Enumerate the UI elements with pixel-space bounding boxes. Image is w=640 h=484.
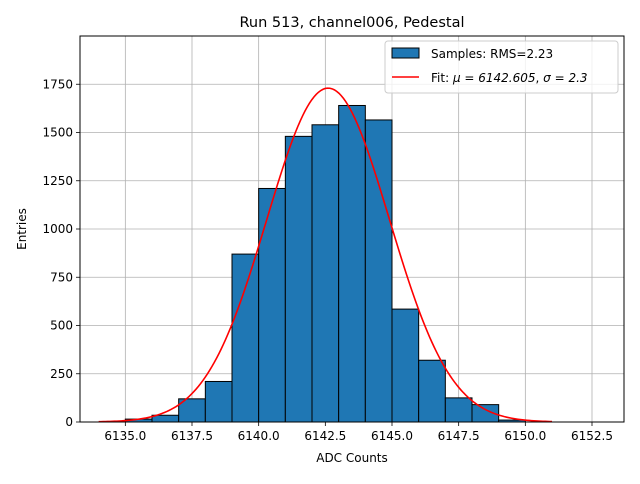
legend-box — [384, 40, 619, 94]
x-tick: 6142.5 — [304, 422, 346, 443]
histogram-bar — [284, 135, 313, 423]
legend-fit-prefix: Fit: — [431, 71, 453, 85]
legend-label-fit: Fit: μ = 6142.605, σ = 2.3 — [431, 71, 588, 85]
chart-title: Run 513, channel006, Pedestal — [239, 15, 464, 31]
y-tick: 750 — [50, 270, 80, 284]
legend-fit-sigma: σ = 2.3 — [543, 71, 587, 85]
histogram-bar — [364, 119, 393, 423]
legend-label-samples: Samples: RMS=2.23 — [431, 47, 553, 61]
y-tick-label: 1250 — [42, 174, 73, 188]
x-tick-label: 6142.5 — [304, 429, 346, 443]
y-tick-label: 500 — [50, 319, 73, 333]
histogram-bar — [444, 397, 473, 423]
y-tick: 1250 — [42, 174, 80, 188]
histogram-bar — [418, 359, 446, 423]
y-tick: 1500 — [42, 126, 80, 140]
y-axis-ticks: 0 250 500 750 1000 1250 1500 1750 — [42, 77, 80, 429]
x-tick: 6150.0 — [504, 422, 546, 443]
histogram-bar — [391, 308, 420, 423]
x-tick-label: 6145.0 — [371, 429, 413, 443]
y-axis-label: Entries — [15, 208, 29, 250]
y-tick-label: 1500 — [42, 126, 73, 140]
histogram-bar — [311, 124, 340, 423]
legend-fit-mu: μ = 6142.605 — [452, 71, 536, 85]
histogram-bar — [204, 380, 233, 423]
x-tick: 6152.5 — [571, 422, 613, 443]
x-tick: 6147.5 — [438, 422, 480, 443]
x-axis-label: ADC Counts — [316, 451, 388, 465]
y-tick: 1000 — [42, 222, 80, 236]
x-tick: 6140.0 — [238, 422, 280, 443]
x-tick-label: 6150.0 — [504, 429, 546, 443]
histogram-bar — [338, 104, 366, 423]
x-tick-label: 6152.5 — [571, 429, 613, 443]
legend-fit-separator: , — [536, 71, 544, 85]
legend: Samples: RMS=2.23 Fit: μ = 6142.605, σ =… — [384, 40, 619, 94]
y-tick: 500 — [50, 319, 80, 333]
histogram-bars — [124, 104, 526, 423]
y-tick: 1750 — [42, 77, 80, 91]
x-tick-label: 6135.0 — [104, 429, 146, 443]
y-tick-label: 1000 — [42, 222, 73, 236]
legend-swatch-samples — [391, 47, 420, 59]
x-tick: 6145.0 — [371, 422, 413, 443]
histogram-bar — [258, 187, 286, 423]
y-tick-label: 0 — [65, 415, 73, 429]
y-tick: 250 — [50, 367, 80, 381]
y-tick-label: 750 — [50, 270, 73, 284]
y-tick-label: 250 — [50, 367, 73, 381]
y-tick: 0 — [65, 415, 80, 429]
y-tick-label: 1750 — [42, 77, 73, 91]
x-tick: 6135.0 — [104, 422, 146, 443]
x-axis-ticks: 6135.0 6137.5 6140.0 6142.5 6145.0 6147.5 6150… — [104, 422, 613, 443]
x-tick-label: 6140.0 — [238, 429, 280, 443]
x-tick: 6137.5 — [171, 422, 213, 443]
fit-curve — [98, 87, 553, 423]
x-tick-label: 6147.5 — [438, 429, 480, 443]
x-tick-label: 6137.5 — [171, 429, 213, 443]
histogram-bar — [231, 253, 260, 423]
